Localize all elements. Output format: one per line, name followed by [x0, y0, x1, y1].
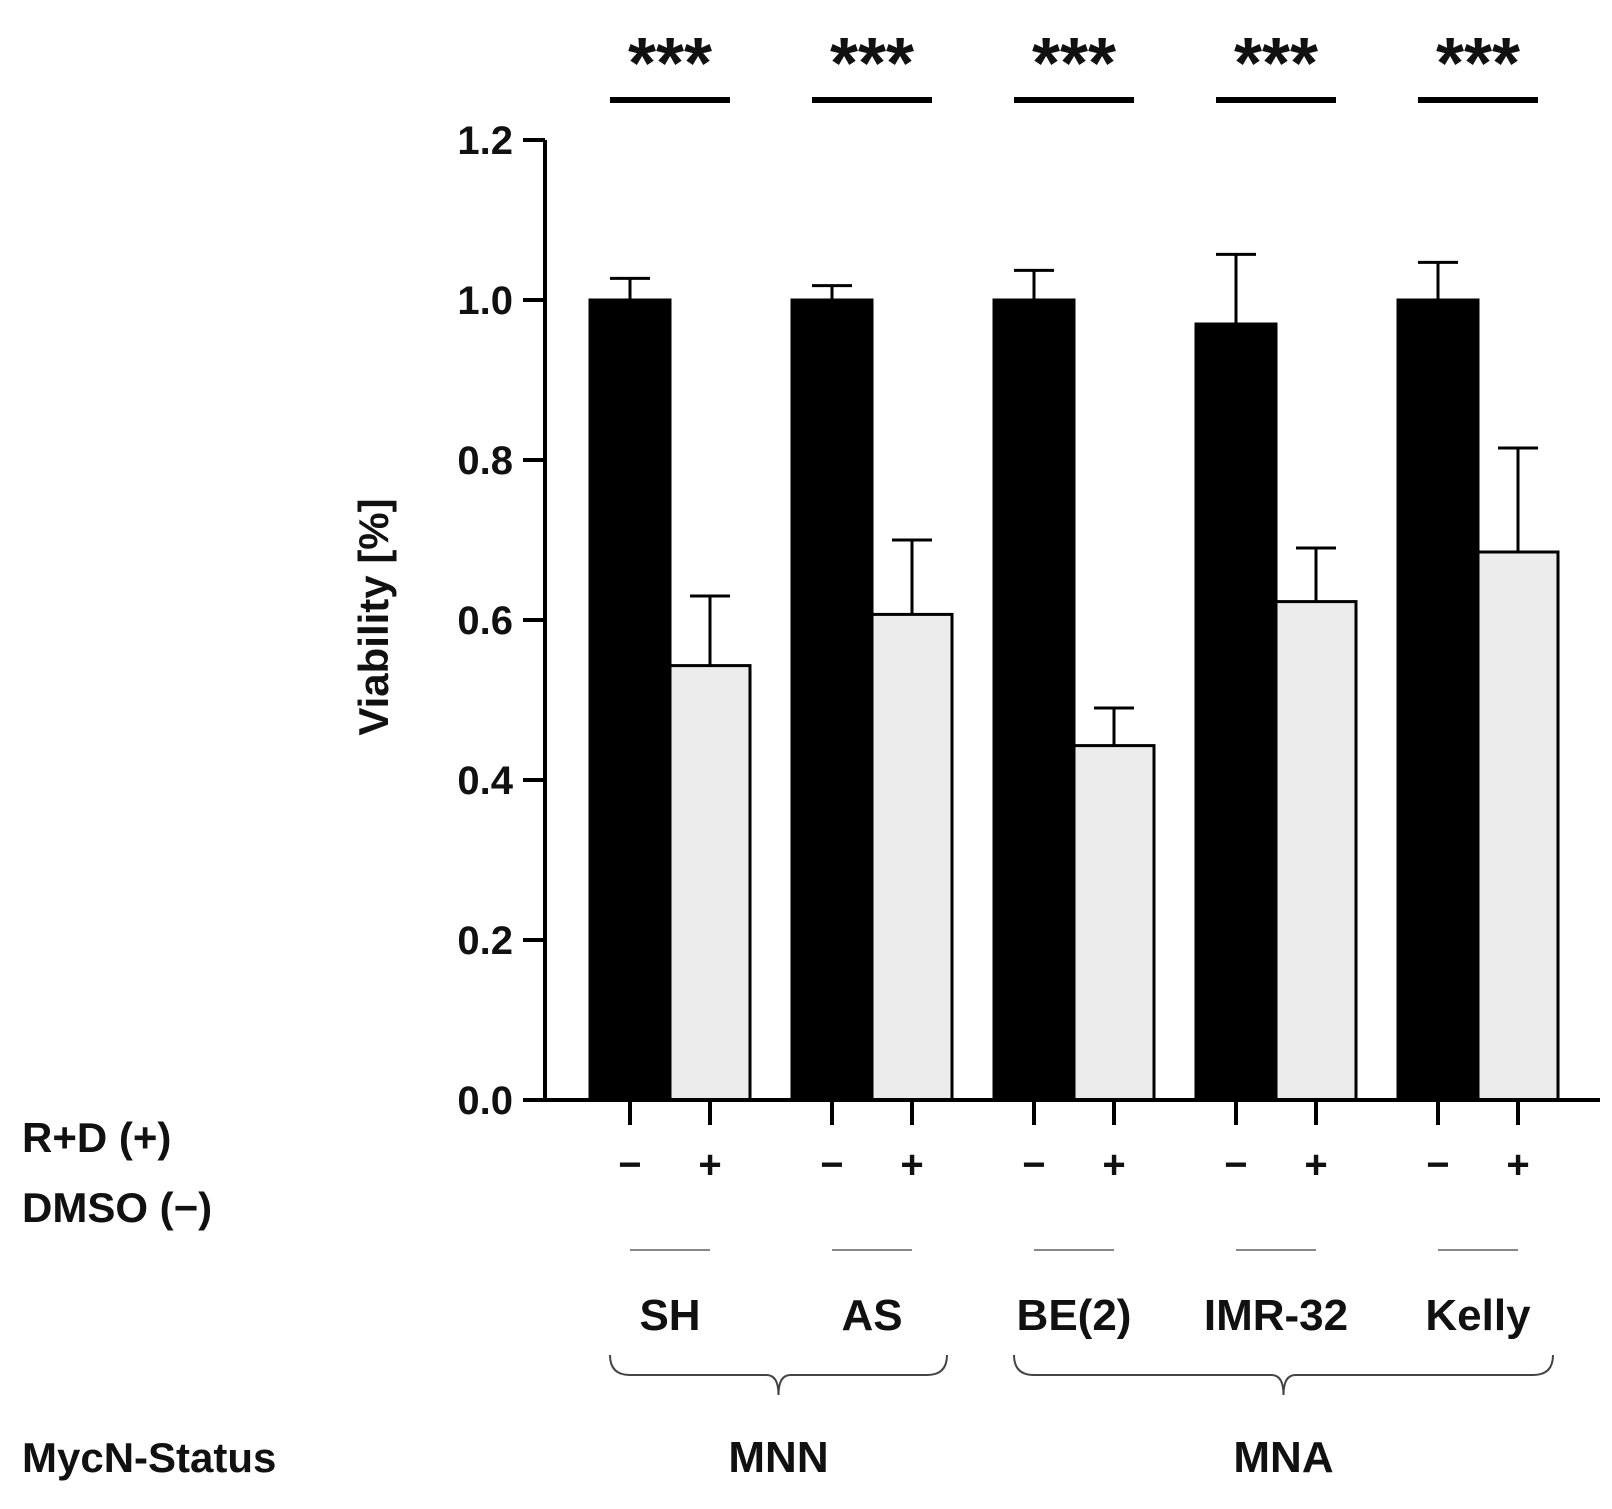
category-label-3: IMR-32 — [1204, 1291, 1348, 1340]
axes-layer — [523, 138, 1600, 1396]
category-label-4: Kelly — [1425, 1291, 1531, 1340]
significance-label-3: *** — [1234, 24, 1318, 104]
row-label-treatment-minus: DMSO (−) — [22, 1184, 212, 1231]
category-label-2: BE(2) — [1017, 1291, 1132, 1340]
row-label-treatment-plus: R+D (+) — [22, 1114, 171, 1161]
sign-label-1-1: + — [900, 1143, 923, 1187]
bar-rd-0 — [668, 664, 752, 1102]
y-tick-label-2: 0.4 — [457, 759, 513, 803]
group-brace-0 — [609, 1354, 948, 1396]
significance-label-0: *** — [628, 24, 712, 104]
y-tick-label-5: 1.0 — [457, 279, 513, 323]
labels-layer: Viability [%] R+D (+) DMSO (−) MycN-Stat… — [22, 24, 1538, 1482]
bar-dmso-0 — [588, 298, 672, 1102]
y-axis-label: Viability [%] — [350, 498, 397, 735]
y-tick-label-3: 0.6 — [457, 599, 513, 643]
group-label-1: MNA — [1233, 1433, 1333, 1482]
bar-rd-4 — [1476, 550, 1560, 1102]
category-label-1: AS — [841, 1291, 902, 1340]
bar-rd-3 — [1274, 600, 1358, 1102]
group-brace-1 — [1013, 1354, 1554, 1396]
bar-dmso-3 — [1194, 322, 1278, 1102]
sign-label-1-3: + — [1304, 1143, 1327, 1187]
sign-label-0-1: − — [820, 1143, 843, 1187]
y-tick-label-4: 0.8 — [457, 439, 513, 483]
y-tick-label-0: 0.0 — [457, 1079, 513, 1123]
bar-rd-1 — [870, 612, 954, 1102]
bars-layer — [588, 252, 1560, 1102]
significance-label-4: *** — [1436, 24, 1520, 104]
sign-label-0-4: − — [1426, 1143, 1449, 1187]
sign-label-1-4: + — [1506, 1143, 1529, 1187]
bar-dmso-2 — [992, 298, 1076, 1102]
sign-label-1-2: + — [1102, 1143, 1125, 1187]
group-label-0: MNN — [728, 1433, 828, 1482]
bar-rd-2 — [1072, 744, 1156, 1102]
sign-label-1-0: + — [698, 1143, 721, 1187]
y-tick-label-1: 0.2 — [457, 919, 513, 963]
sign-label-0-2: − — [1022, 1143, 1045, 1187]
sign-label-0-0: − — [618, 1143, 641, 1187]
bar-dmso-4 — [1396, 298, 1480, 1102]
significance-label-2: *** — [1032, 24, 1116, 104]
significance-label-1: *** — [830, 24, 914, 104]
row-label-mycn-status: MycN-Status — [22, 1434, 276, 1481]
sign-label-0-3: − — [1224, 1143, 1247, 1187]
category-label-0: SH — [639, 1291, 700, 1340]
bar-dmso-1 — [790, 298, 874, 1102]
y-tick-label-6: 1.2 — [457, 119, 513, 163]
